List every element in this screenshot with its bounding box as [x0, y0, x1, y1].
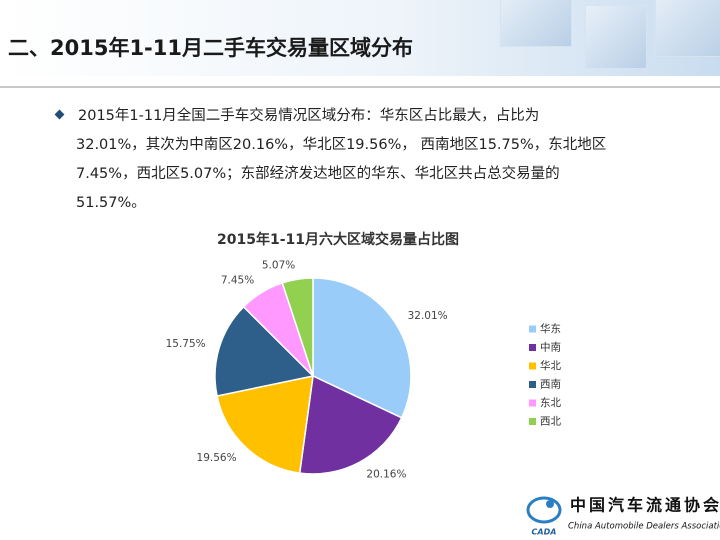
legend-label: 华北 — [540, 359, 561, 372]
bullet-line: 2015年1-11月全国二手车交易情况区域分布：华东区占比最大，占比为 — [78, 108, 540, 124]
data-label: 15.75% — [166, 338, 206, 350]
legend-label: 中南 — [540, 341, 561, 354]
legend-swatch — [529, 418, 536, 425]
logo-mark — [546, 500, 554, 508]
decoration — [655, 0, 720, 57]
data-label: 19.56% — [197, 452, 237, 464]
pie-slice — [281, 277, 314, 377]
bullet-line: 51.57%。 — [76, 195, 146, 211]
data-label: 20.16% — [366, 468, 406, 480]
legend-swatch — [529, 381, 536, 388]
legend-label: 西北 — [540, 416, 561, 428]
chart-title: 2015年1-11月六大区域交易量占比图 — [217, 231, 459, 248]
logo-name: 中国汽车流通协会 — [570, 496, 720, 515]
logo: CADA 中国汽车流通协会 China Automobile Dealers A… — [526, 496, 720, 537]
logo-mark — [526, 496, 562, 524]
legend-swatch — [529, 362, 536, 370]
legend-label: 华东 — [540, 322, 561, 335]
pie-slice — [312, 277, 412, 419]
bullet-line: 7.45%，西北区5.07%；东部经济发达地区的华东、华北区共占总交易量的 — [76, 166, 560, 182]
pie-slice — [214, 305, 315, 397]
legend-swatch — [529, 344, 536, 351]
legend-label: 西南 — [540, 378, 561, 391]
legend-label: 东北 — [540, 396, 561, 409]
slide-title: 二、2015年1-11月二手车交易量区域分布 — [8, 36, 413, 60]
data-label: 32.01% — [408, 310, 448, 322]
bullet-line: 32.01%，其次为中南区20.16%，华北区19.56%， 西南地区15.75… — [76, 137, 607, 153]
legend-swatch — [529, 399, 536, 407]
decoration — [585, 5, 647, 69]
divider — [0, 86, 720, 88]
data-label: 7.45% — [221, 275, 254, 287]
logo-abbr: CADA — [532, 528, 557, 537]
decoration — [500, 0, 572, 47]
data-label: 5.07% — [262, 259, 295, 271]
legend-swatch — [529, 325, 536, 333]
pie-slice — [298, 374, 403, 475]
pie-slice — [216, 375, 314, 474]
logo-english: China Automobile Dealers Association — [568, 522, 720, 532]
header — [0, 0, 720, 76]
